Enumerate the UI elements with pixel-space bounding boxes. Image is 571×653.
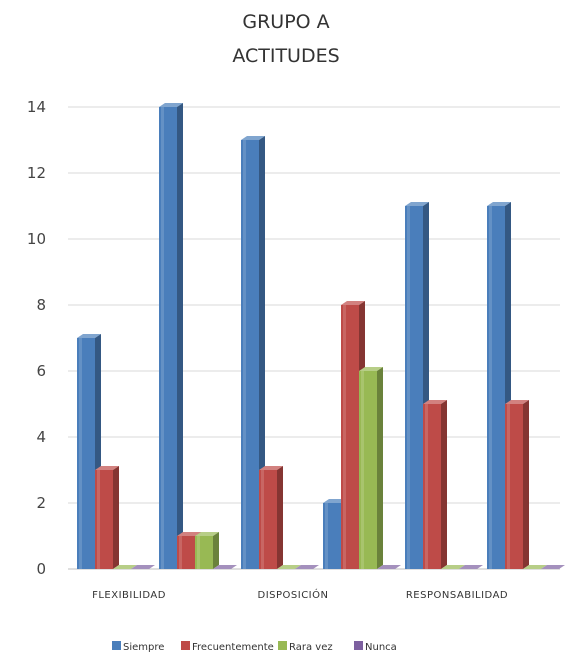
y-tick-label: 4 bbox=[36, 428, 46, 446]
bar-top bbox=[441, 565, 465, 569]
chart-title-line-2: ACTITUDES bbox=[232, 45, 339, 67]
bar bbox=[295, 565, 319, 569]
bar-top bbox=[159, 103, 183, 107]
bar bbox=[241, 136, 265, 569]
bar-top bbox=[95, 466, 119, 470]
legend-item: Frecuentemente bbox=[181, 641, 274, 653]
bar-top bbox=[177, 532, 201, 536]
x-axis-labels: FLEXIBILIDAD DISPOSICIÓN RESPONSABILIDAD bbox=[92, 588, 508, 601]
bar bbox=[213, 565, 237, 569]
bar-highlight bbox=[361, 371, 364, 569]
bar-highlight bbox=[325, 503, 328, 569]
legend-swatch bbox=[354, 641, 363, 650]
bar bbox=[95, 466, 119, 569]
bar-side bbox=[523, 400, 529, 569]
legend-swatch bbox=[112, 641, 121, 650]
chart-title-line-1: GRUPO A bbox=[242, 11, 329, 33]
bar-highlight bbox=[97, 470, 100, 569]
bar-top bbox=[359, 367, 383, 371]
bar bbox=[277, 565, 301, 569]
bar-highlight bbox=[425, 404, 428, 569]
legend-swatch bbox=[278, 641, 287, 650]
bar bbox=[195, 532, 219, 569]
bar-highlight bbox=[261, 470, 264, 569]
bar-highlight bbox=[343, 305, 346, 569]
bar-top bbox=[487, 202, 511, 206]
y-tick-label: 14 bbox=[27, 98, 46, 116]
bar-top bbox=[459, 565, 483, 569]
bar-side bbox=[113, 466, 119, 569]
bar-side bbox=[213, 532, 219, 569]
bar-top bbox=[405, 202, 429, 206]
gridlines bbox=[68, 106, 560, 570]
bar-highlight bbox=[243, 140, 246, 569]
bar-side bbox=[377, 367, 383, 569]
bar-highlight bbox=[161, 107, 164, 569]
bar-top bbox=[113, 565, 137, 569]
bar-top bbox=[241, 136, 265, 140]
x-tick-label: FLEXIBILIDAD bbox=[92, 590, 166, 601]
bar-top bbox=[423, 400, 447, 404]
x-tick-label: DISPOSICIÓN bbox=[258, 588, 329, 601]
bar-top bbox=[77, 334, 101, 338]
bar-highlight bbox=[179, 536, 182, 569]
y-axis-ticks: 0 2 4 6 8 10 12 14 bbox=[27, 98, 46, 578]
bar bbox=[359, 367, 383, 569]
bar-top bbox=[541, 565, 565, 569]
bar-top bbox=[341, 301, 365, 305]
bars bbox=[77, 103, 565, 569]
legend-item: Siempre bbox=[112, 641, 164, 653]
bar-highlight bbox=[407, 206, 410, 569]
y-tick-label: 12 bbox=[27, 164, 46, 182]
bar-highlight bbox=[197, 536, 200, 569]
bar-side bbox=[277, 466, 283, 569]
legend-label: Rara vez bbox=[289, 642, 333, 653]
legend-label: Nunca bbox=[365, 642, 397, 653]
bar-top bbox=[259, 466, 283, 470]
bar-side bbox=[441, 400, 447, 569]
bar bbox=[441, 565, 465, 569]
bar-highlight bbox=[79, 338, 82, 569]
bar bbox=[259, 466, 283, 569]
legend-label: Siempre bbox=[123, 642, 164, 653]
bar-top bbox=[195, 532, 219, 536]
bar bbox=[459, 565, 483, 569]
bar-top bbox=[131, 565, 155, 569]
legend: Siempre Frecuentemente Rara vez Nunca bbox=[112, 641, 397, 653]
bar-top bbox=[523, 565, 547, 569]
bar bbox=[523, 565, 547, 569]
bar-top bbox=[505, 400, 529, 404]
bar bbox=[131, 565, 155, 569]
bar-top bbox=[295, 565, 319, 569]
legend-swatch bbox=[181, 641, 190, 650]
bar bbox=[505, 400, 529, 569]
legend-label: Frecuentemente bbox=[192, 642, 274, 653]
bar bbox=[541, 565, 565, 569]
y-tick-label: 0 bbox=[36, 560, 46, 578]
bar-side bbox=[259, 136, 265, 569]
y-tick-label: 2 bbox=[36, 494, 46, 512]
x-tick-label: RESPONSABILIDAD bbox=[406, 590, 508, 601]
bar-top bbox=[277, 565, 301, 569]
bar bbox=[377, 565, 401, 569]
bar bbox=[113, 565, 137, 569]
bar bbox=[159, 103, 183, 569]
bar-top bbox=[377, 565, 401, 569]
legend-item: Nunca bbox=[354, 641, 397, 653]
bar-highlight bbox=[507, 404, 510, 569]
y-tick-label: 10 bbox=[27, 230, 46, 248]
bar-highlight bbox=[489, 206, 492, 569]
bar bbox=[423, 400, 447, 569]
legend-item: Rara vez bbox=[278, 641, 333, 653]
bar-top bbox=[213, 565, 237, 569]
y-tick-label: 6 bbox=[36, 362, 46, 380]
y-tick-label: 8 bbox=[36, 296, 46, 314]
bar-side bbox=[177, 103, 183, 569]
